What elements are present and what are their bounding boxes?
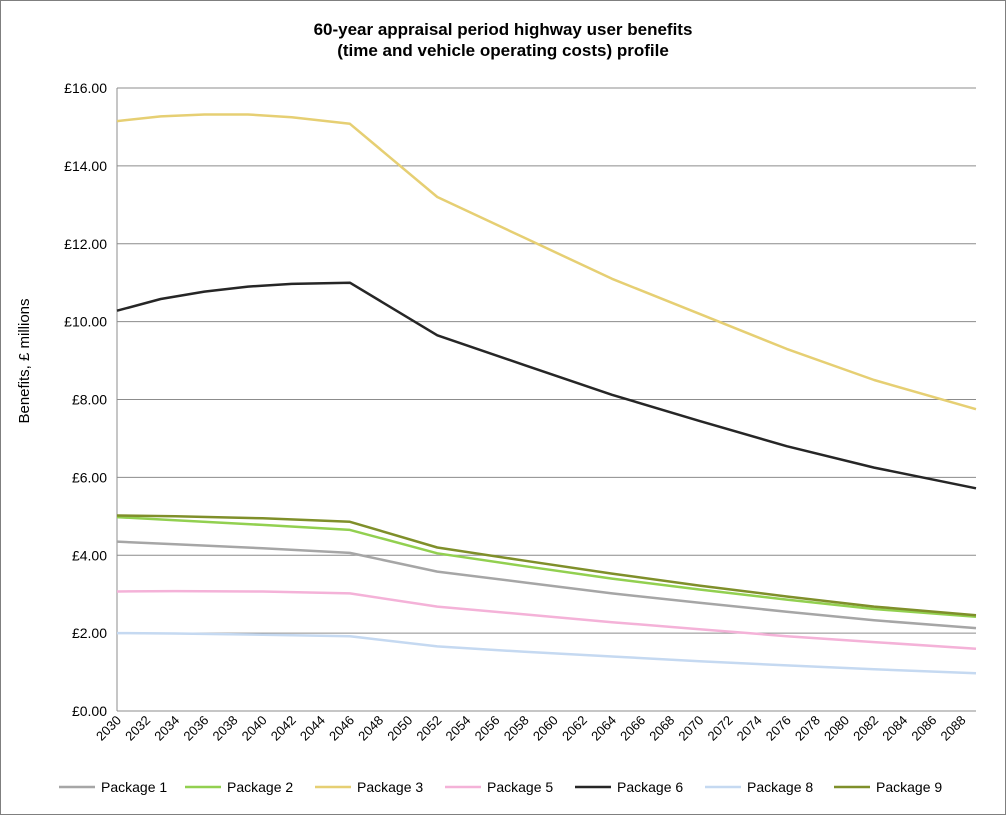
x-tick-label: 2088: [938, 713, 969, 744]
x-tick-label: 2078: [792, 713, 823, 744]
x-tick-label: 2084: [879, 713, 910, 744]
x-tick-label: 2058: [501, 713, 532, 744]
legend-item: Package 6: [575, 779, 683, 795]
x-tick-label: 2042: [268, 713, 299, 744]
legend-item: Package 2: [185, 779, 293, 795]
series-line-package-8: [116, 631, 977, 675]
x-tick-label: 2062: [559, 713, 590, 744]
series-line-package-6: [116, 281, 977, 490]
legend-item: Package 8: [705, 779, 813, 795]
y-tick-label: £12.00: [64, 236, 107, 252]
chart-title-line-2: (time and vehicle operating costs) profi…: [337, 41, 669, 60]
legend-label: Package 1: [101, 779, 167, 795]
legend-label: Package 2: [227, 779, 293, 795]
legend-label: Package 5: [487, 779, 553, 795]
y-tick-label: £0.00: [72, 703, 107, 719]
x-tick-label: 2056: [472, 713, 503, 744]
series-lines: [116, 113, 977, 675]
legend-item: Package 1: [59, 779, 167, 795]
series-line-package-9: [116, 514, 977, 617]
series-line-package-2: [116, 515, 977, 619]
x-tick-label: 2054: [442, 713, 473, 744]
y-tick-label: £8.00: [72, 392, 107, 408]
legend-label: Package 6: [617, 779, 683, 795]
x-tick-label: 2074: [734, 713, 765, 744]
y-tick-label: £6.00: [72, 469, 107, 485]
x-tick-label: 2038: [210, 713, 241, 744]
y-tick-label: £14.00: [64, 158, 107, 174]
x-tick-label: 2066: [617, 713, 648, 744]
chart-title-line-1: 60-year appraisal period highway user be…: [314, 20, 693, 39]
x-tick-label: 2086: [908, 713, 939, 744]
x-axis-ticks: 2030203220342036203820402042204420462048…: [93, 713, 968, 744]
x-tick-label: 2080: [821, 713, 852, 744]
series-line-package-1: [116, 540, 977, 630]
x-tick-label: 2064: [588, 713, 619, 744]
x-tick-label: 2072: [705, 713, 736, 744]
legend-item: Package 9: [834, 779, 942, 795]
x-tick-label: 2036: [180, 713, 211, 744]
y-tick-label: £4.00: [72, 547, 107, 563]
y-axis-ticks: £0.00 £2.00 £4.00 £6.00 £8.00 £10.00 £12.00 £14…: [64, 80, 107, 719]
x-tick-label: 2048: [355, 713, 386, 744]
legend-label: Package 9: [876, 779, 942, 795]
legend: Package 1 Package 2 Package 3 Package 5 Pack…: [59, 779, 942, 795]
y-tick-label: £10.00: [64, 314, 107, 330]
x-tick-label: 2060: [530, 713, 561, 744]
legend-item: Package 5: [445, 779, 553, 795]
x-tick-label: 2070: [675, 713, 706, 744]
y-tick-label: £2.00: [72, 625, 107, 641]
x-tick-label: 2082: [850, 713, 881, 744]
legend-label: Package 3: [357, 779, 423, 795]
x-tick-label: 2034: [151, 713, 182, 744]
gridlines: [116, 87, 976, 712]
x-tick-label: 2076: [763, 713, 794, 744]
x-tick-label: 2068: [646, 713, 677, 744]
x-tick-label: 2050: [384, 713, 415, 744]
legend-item: Package 3: [315, 779, 423, 795]
series-line-package-5: [116, 589, 977, 650]
x-tick-label: 2044: [297, 713, 328, 744]
y-axis-label: Benefits, £ millions: [16, 298, 33, 423]
x-tick-label: 2052: [413, 713, 444, 744]
legend-label: Package 8: [747, 779, 813, 795]
x-tick-label: 2032: [122, 713, 153, 744]
y-tick-label: £16.00: [64, 80, 107, 96]
x-tick-label: 2046: [326, 713, 357, 744]
x-tick-label: 2040: [239, 713, 270, 744]
series-line-package-3: [116, 113, 977, 411]
